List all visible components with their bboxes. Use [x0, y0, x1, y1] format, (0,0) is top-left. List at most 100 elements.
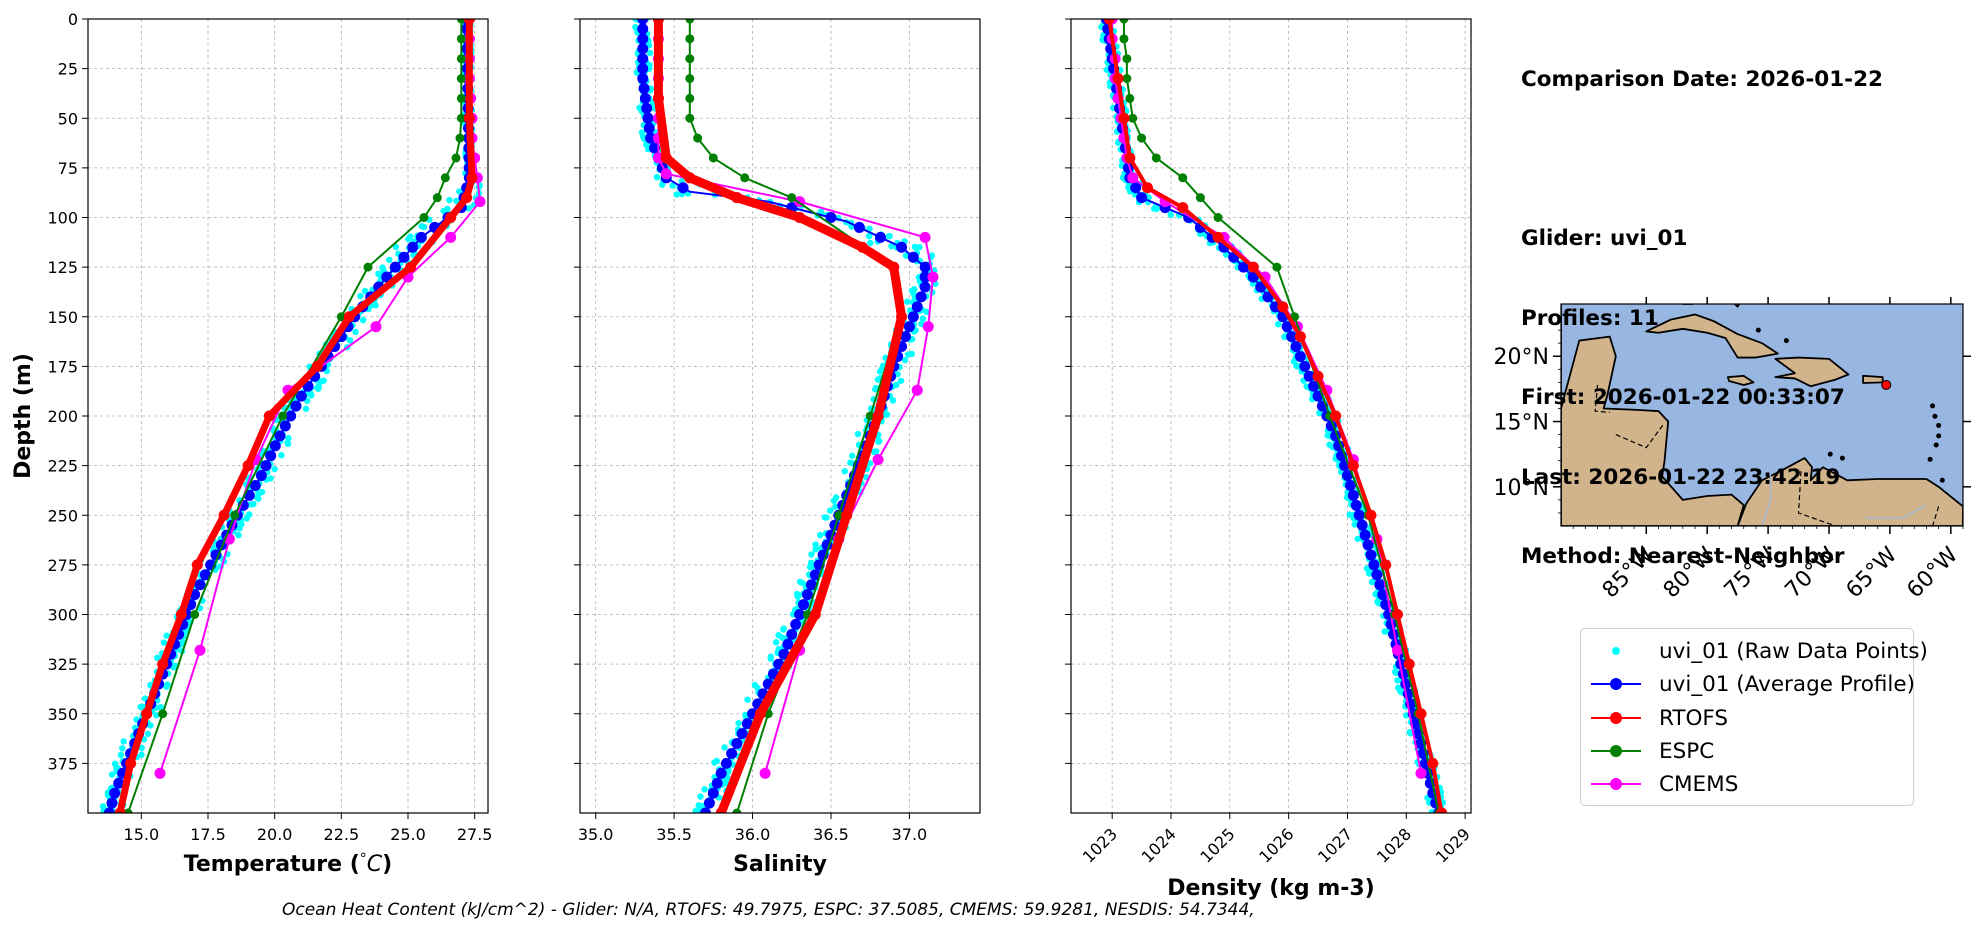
raw-point: [808, 551, 815, 558]
series-point: [1290, 341, 1302, 353]
raw-point: [885, 233, 892, 240]
series-point: [398, 251, 410, 263]
series-point: [638, 82, 650, 94]
border: [1797, 471, 1838, 526]
x-axis-label: Salinity: [733, 852, 827, 877]
series-point: [1247, 271, 1259, 283]
raw-point: [1281, 333, 1288, 341]
raw-point: [653, 173, 661, 181]
series-point: [1247, 261, 1259, 273]
series-point: [278, 411, 288, 421]
series-point: [872, 410, 884, 422]
series-point: [652, 92, 664, 104]
series-point: [693, 133, 703, 143]
raw-point: [278, 452, 285, 459]
raw-point: [1324, 432, 1331, 439]
series-point: [1294, 350, 1306, 362]
south-america: [1736, 457, 1963, 526]
legend-item-average: uvi_01 (Average Profile): [1591, 669, 1915, 699]
series-point: [1122, 74, 1132, 84]
series-point: [106, 797, 118, 809]
series-point: [1130, 182, 1142, 194]
raw-point: [153, 712, 160, 719]
series-point: [103, 807, 115, 813]
land: [1561, 304, 1963, 526]
series-point: [440, 173, 450, 183]
series-point: [1303, 370, 1315, 382]
raw-point: [118, 745, 126, 752]
raw-point: [866, 460, 874, 467]
series-point: [853, 221, 865, 233]
series-point: [461, 192, 473, 204]
series-point: [715, 807, 727, 813]
series-point: [463, 112, 475, 124]
series-point: [1122, 54, 1132, 64]
profile-count: Profiles: 11: [1521, 305, 1659, 331]
raw-point: [453, 197, 460, 205]
series-point: [865, 411, 875, 421]
series-point: [466, 172, 478, 184]
series-point: [456, 74, 466, 84]
series-point: [1344, 479, 1356, 491]
series-point: [455, 133, 465, 143]
raw-point: [117, 751, 125, 759]
series-point: [1294, 331, 1306, 343]
series-point: [114, 807, 126, 813]
series-point: [389, 261, 401, 273]
raw-point: [170, 664, 177, 671]
raw-point: [465, 204, 472, 212]
raw-point: [849, 452, 856, 459]
y-tick-label: 225: [47, 457, 78, 476]
legend-label: uvi_01 (Raw Data Points): [1659, 638, 1928, 664]
series-point: [218, 509, 230, 521]
plot-area: [99, 19, 486, 813]
raw-point: [253, 493, 261, 501]
series-point: [1177, 202, 1189, 214]
island: [1936, 433, 1942, 439]
island: [1932, 413, 1938, 419]
first-time: First: 2026-01-22 00:33:07: [1521, 385, 1845, 410]
series-point: [911, 384, 923, 396]
lat-tick-label: 15°N: [1494, 411, 1549, 436]
series-point: [474, 196, 486, 208]
raw-point: [646, 49, 654, 57]
x-tick-label: 35.5: [656, 825, 692, 844]
series-point: [919, 271, 931, 283]
series-point: [637, 73, 649, 85]
bahamas: [1733, 304, 1741, 308]
raw-point: [841, 468, 848, 475]
series-point: [805, 579, 817, 591]
ocean-heat-content: Ocean Heat Content (kJ/cm^2) - Glider: N…: [282, 900, 1255, 920]
x-tick-label: 17.5: [190, 825, 226, 844]
raw-point: [713, 757, 720, 765]
raw-point: [823, 514, 830, 521]
raw-point: [812, 541, 819, 548]
x-tick-label: 1028: [1373, 824, 1415, 866]
hispaniola: [1774, 356, 1850, 388]
series-point: [660, 168, 672, 180]
series-point: [637, 43, 649, 55]
raw-point: [794, 593, 801, 600]
raw-point: [754, 684, 761, 691]
x-tick-label: 22.5: [324, 825, 360, 844]
series-point: [652, 19, 664, 25]
series-point: [154, 767, 166, 779]
series-point: [919, 261, 931, 273]
series-point: [158, 709, 168, 719]
series-point: [809, 569, 821, 581]
raw-point: [352, 328, 359, 336]
raw-point: [357, 292, 364, 300]
density-panel: 1023 1024 1025 1026 1027 1028 1029 Density (kg …: [1065, 18, 1474, 901]
series-point: [370, 321, 382, 333]
cuba: [1645, 313, 1779, 359]
series-point: [263, 410, 275, 422]
plot-area: [1098, 19, 1448, 813]
y-tick-label: 125: [47, 258, 78, 277]
raw-point: [405, 235, 412, 243]
raw-point: [916, 244, 923, 251]
raw-point: [695, 802, 702, 809]
series-point: [456, 113, 466, 123]
series-point: [684, 172, 696, 184]
raw-point: [346, 337, 354, 344]
legend-label: uvi_01 (Average Profile): [1659, 671, 1916, 697]
